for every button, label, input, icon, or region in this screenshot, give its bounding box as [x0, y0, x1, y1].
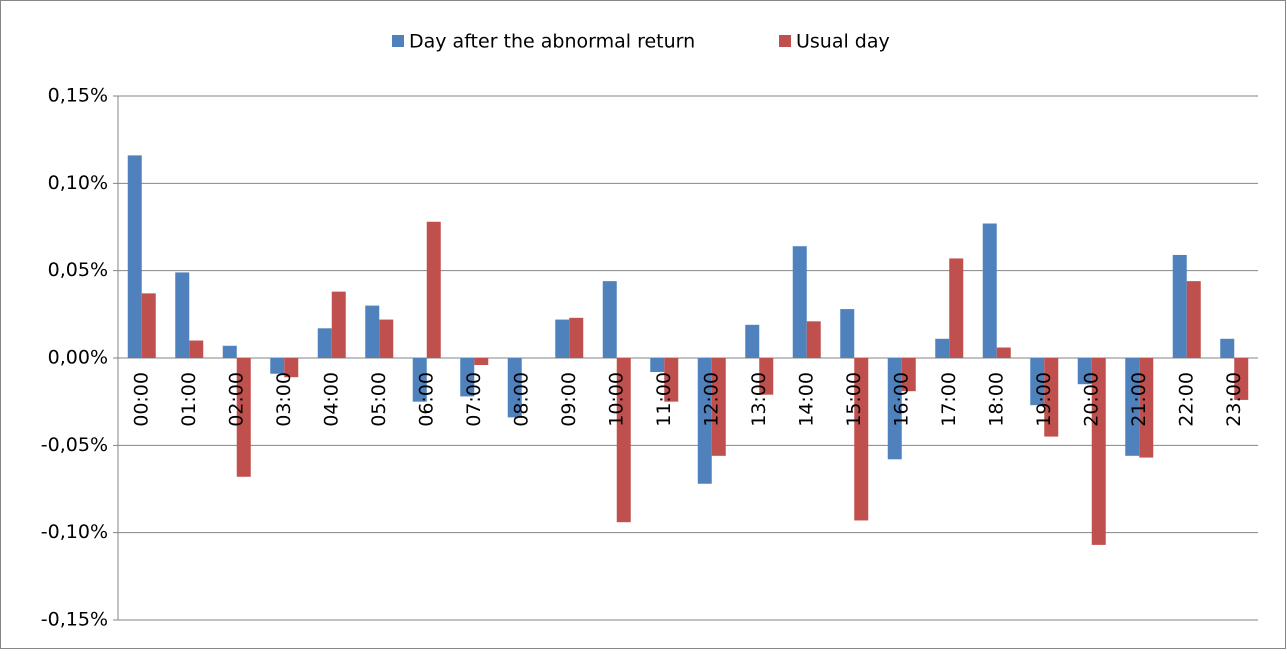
bar: [1044, 358, 1059, 437]
bar: [982, 223, 997, 358]
x-tick-label: 02:00: [225, 372, 247, 427]
bar: [1234, 358, 1249, 400]
legend-label: Day after the abnormal return: [409, 31, 695, 53]
y-tick-label: -0,05%: [41, 434, 108, 456]
bar: [569, 317, 584, 358]
bar: [555, 319, 570, 358]
bar: [222, 345, 237, 358]
x-tick-label: 16:00: [890, 372, 912, 427]
bar: [175, 272, 190, 358]
x-tick-label: 00:00: [130, 372, 152, 427]
bar: [1077, 358, 1092, 385]
x-tick-label: 23:00: [1223, 372, 1245, 427]
x-tick-label: 21:00: [1128, 372, 1150, 427]
x-tick-label: 17:00: [938, 372, 960, 427]
legend-label: Usual day: [796, 31, 890, 53]
bar: [650, 358, 665, 372]
y-tick-label: -0,15%: [41, 609, 108, 631]
bar: [854, 358, 869, 521]
x-tick-label: 20:00: [1080, 372, 1102, 427]
bar: [1030, 358, 1045, 406]
bar: [379, 319, 394, 358]
bar: [901, 358, 916, 392]
bar: [236, 358, 251, 477]
x-tick-label: 08:00: [510, 372, 532, 427]
bar: [284, 358, 299, 378]
bar: [806, 321, 821, 358]
bar: [1139, 358, 1154, 458]
x-tick-label: 09:00: [558, 372, 580, 427]
x-tick-label: 10:00: [605, 372, 627, 427]
bar: [474, 358, 489, 365]
bar: [426, 221, 441, 358]
bar: [460, 358, 475, 397]
bar: [331, 291, 346, 358]
x-tick-label: 06:00: [415, 372, 437, 427]
bar: [616, 358, 631, 523]
x-tick-label: 13:00: [748, 372, 770, 427]
bar: [365, 305, 380, 358]
x-tick-label: 18:00: [985, 372, 1007, 427]
x-tick-label: 03:00: [273, 372, 295, 427]
bar: [887, 358, 902, 460]
y-tick-label: -0,10%: [41, 521, 108, 543]
bar: [759, 358, 774, 395]
bar: [1091, 358, 1106, 545]
y-tick-label: 0,15%: [48, 85, 108, 107]
bar: [1172, 254, 1187, 358]
bar: [127, 155, 142, 358]
y-tick-label: 0,00%: [48, 347, 108, 369]
x-tick-label: 04:00: [320, 372, 342, 427]
bar: [792, 246, 807, 358]
x-tick-label: 07:00: [463, 372, 485, 427]
x-tick-label: 05:00: [368, 372, 390, 427]
bar: [412, 358, 427, 402]
y-tick-label: 0,05%: [48, 259, 108, 281]
bar: [664, 358, 679, 402]
bar: [996, 347, 1011, 358]
bar: [270, 358, 285, 374]
bar: [602, 281, 617, 358]
bar: [711, 358, 726, 456]
x-tick-label: 15:00: [843, 372, 865, 427]
x-tick-label: 19:00: [1033, 372, 1055, 427]
bar: [697, 358, 712, 484]
x-tick-label: 01:00: [178, 372, 200, 427]
x-tick-label: 11:00: [653, 372, 675, 427]
bar: [317, 328, 332, 358]
y-tick-label: 0,10%: [48, 172, 108, 194]
bar: [745, 324, 760, 358]
x-tick-label: 12:00: [700, 372, 722, 427]
bar: [949, 258, 964, 358]
bar: [840, 309, 855, 358]
bar: [935, 338, 950, 358]
legend-swatch: [779, 35, 791, 47]
bar: [507, 358, 522, 418]
x-tick-label: 14:00: [795, 372, 817, 427]
legend-swatch: [392, 35, 404, 47]
bar: [1125, 358, 1140, 456]
bar: [1220, 338, 1235, 358]
bar: [141, 293, 156, 358]
bar: [1186, 281, 1201, 358]
bar: [189, 340, 204, 358]
x-tick-label: 22:00: [1175, 372, 1197, 427]
